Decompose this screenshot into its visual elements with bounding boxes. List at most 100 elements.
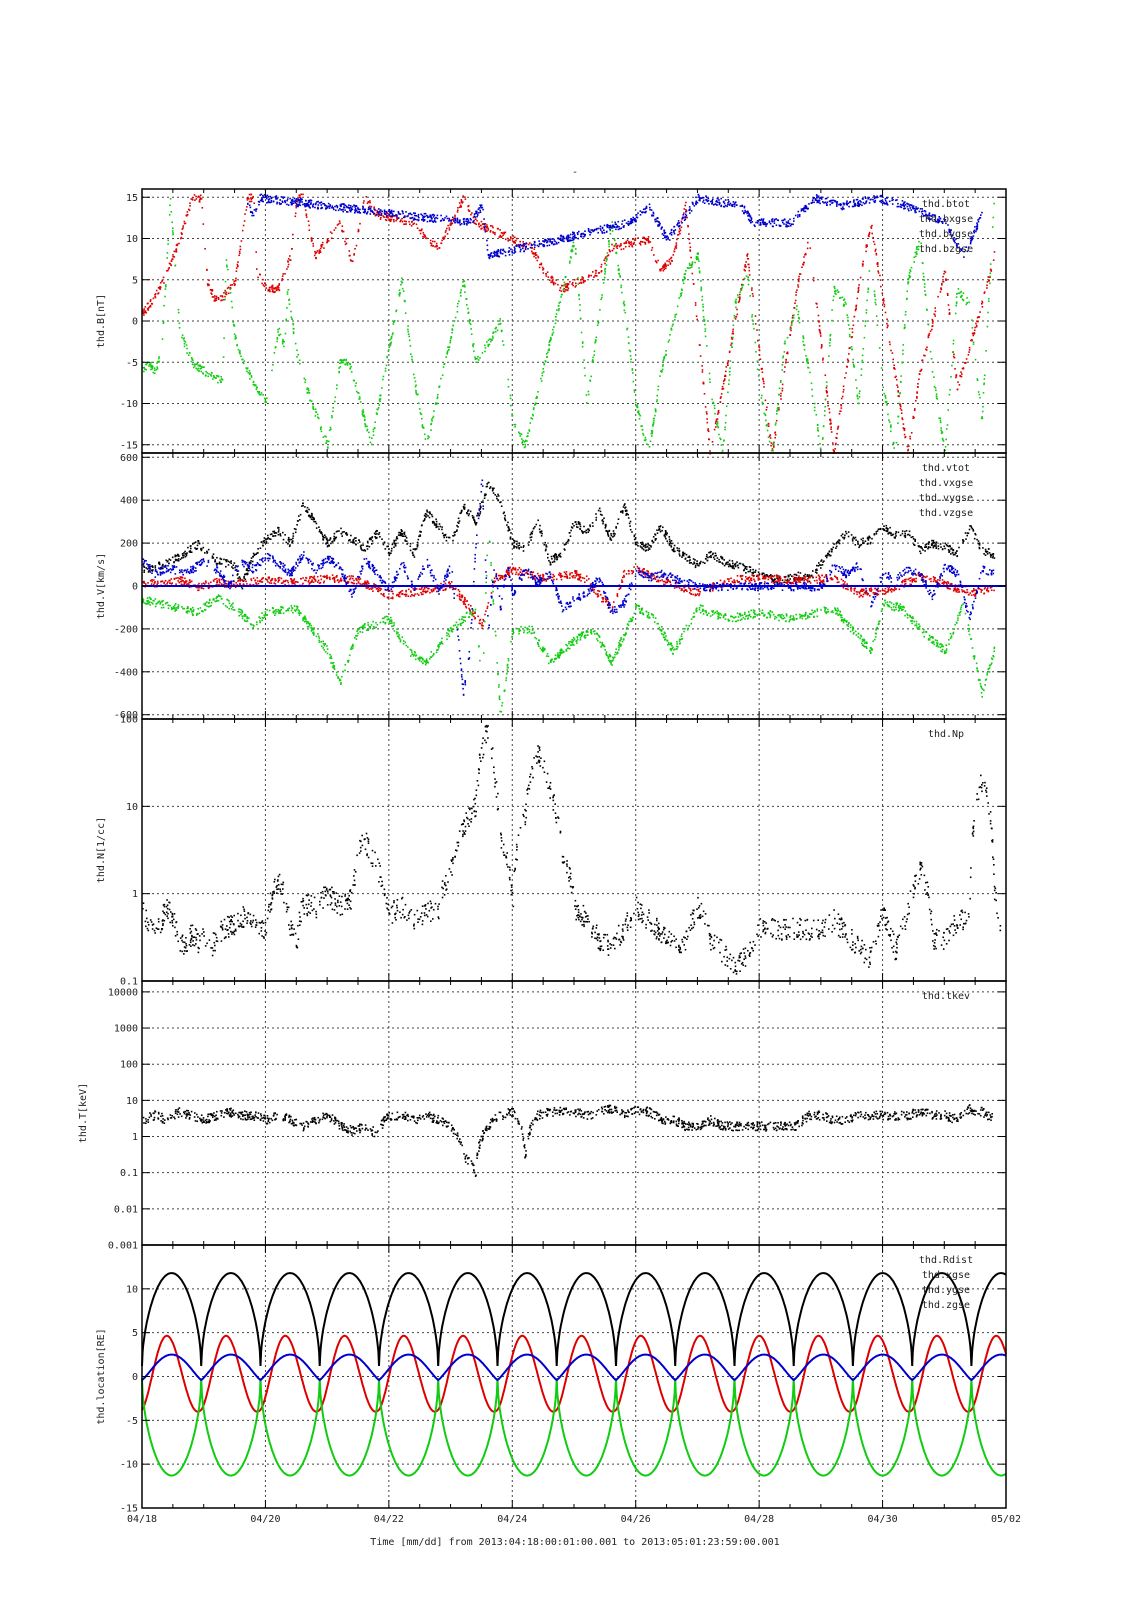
data-point: [326, 238, 329, 241]
data-point: [704, 328, 707, 330]
data-point: [941, 282, 943, 285]
data-point: [973, 231, 975, 234]
data-point: [763, 386, 765, 388]
data-point: [331, 415, 333, 417]
data-point: [811, 199, 814, 202]
data-point: [143, 310, 146, 312]
data-point: [785, 359, 787, 361]
data-point: [682, 216, 684, 219]
data-point: [941, 221, 943, 223]
data-point: [219, 295, 222, 297]
data-point: [559, 289, 561, 292]
data-point: [713, 558, 716, 560]
data-point: [850, 336, 853, 339]
data-point: [689, 249, 691, 251]
panels: -15-10-5051015thd.B[nT]thd.btotthd.bxgse…: [78, 188, 1021, 1525]
data-point: [267, 200, 270, 203]
data-point: [670, 540, 673, 542]
data-point: [709, 450, 711, 452]
data-point: [549, 240, 551, 243]
data-point: [362, 211, 365, 214]
data-point: [362, 202, 365, 204]
data-point: [166, 252, 169, 254]
data-point: [917, 386, 919, 388]
data-point: [519, 240, 521, 243]
data-point: [389, 344, 392, 346]
data-point: [403, 532, 405, 535]
data-point: [727, 563, 729, 566]
data-point: [407, 213, 410, 215]
data-point: [969, 242, 972, 245]
data-point: [681, 556, 683, 558]
data-point: [443, 237, 446, 239]
data-point: [398, 531, 400, 534]
data-point: [879, 274, 881, 277]
data-point: [853, 203, 856, 205]
data-point: [571, 283, 573, 285]
data-point: [966, 297, 968, 299]
data-point: [849, 335, 851, 338]
data-point: [426, 216, 429, 219]
data-point: [331, 232, 333, 235]
data-point: [592, 230, 594, 233]
data-point: [875, 303, 877, 306]
data-point: [409, 223, 411, 226]
data-point: [173, 256, 176, 258]
data-point: [781, 369, 783, 371]
data-point: [409, 545, 412, 548]
data-point: [476, 215, 478, 218]
data-point: [867, 291, 869, 293]
data-point: [590, 231, 592, 234]
data-point: [463, 284, 466, 286]
data-point: [379, 400, 381, 403]
data-point: [142, 312, 144, 315]
data-point: [281, 342, 284, 345]
data-point: [504, 514, 506, 517]
data-point: [454, 214, 456, 217]
data-point: [411, 213, 413, 216]
data-point: [651, 246, 654, 249]
data-point: [486, 226, 488, 228]
data-point: [836, 203, 838, 206]
data-point: [710, 200, 712, 203]
data-point: [829, 418, 831, 421]
data-point: [769, 575, 771, 577]
data-point: [888, 341, 891, 343]
data-point: [229, 292, 232, 294]
data-point: [902, 353, 904, 355]
data-point: [654, 220, 657, 223]
data-point: [150, 361, 153, 364]
data-point: [933, 218, 936, 221]
data-point: [837, 426, 839, 429]
data-point: [600, 270, 603, 273]
data-point: [400, 280, 403, 283]
data-point: [793, 220, 795, 222]
data-point: [558, 308, 560, 310]
data-point: [673, 250, 676, 253]
data-point: [391, 547, 393, 550]
data-point: [597, 227, 599, 230]
data-point: [763, 223, 766, 226]
data-point: [683, 216, 685, 219]
data-point: [368, 545, 371, 548]
data-point: [793, 314, 795, 316]
data-point: [942, 281, 945, 283]
data-point: [234, 566, 236, 569]
data-point: [977, 540, 980, 542]
data-point: [858, 396, 861, 398]
data-point: [819, 197, 822, 199]
data-point: [884, 203, 887, 205]
data-point: [278, 283, 281, 285]
data-point: [510, 237, 512, 240]
data-point: [899, 534, 902, 537]
data-point: [515, 245, 518, 247]
data-point: [761, 573, 763, 576]
data-point: [867, 542, 869, 545]
data-point: [648, 446, 651, 448]
data-point: [534, 244, 536, 246]
data-point: [425, 513, 428, 516]
data-point: [491, 339, 493, 341]
data-point: [501, 340, 504, 342]
data-point: [667, 236, 669, 239]
data-point: [537, 255, 539, 258]
